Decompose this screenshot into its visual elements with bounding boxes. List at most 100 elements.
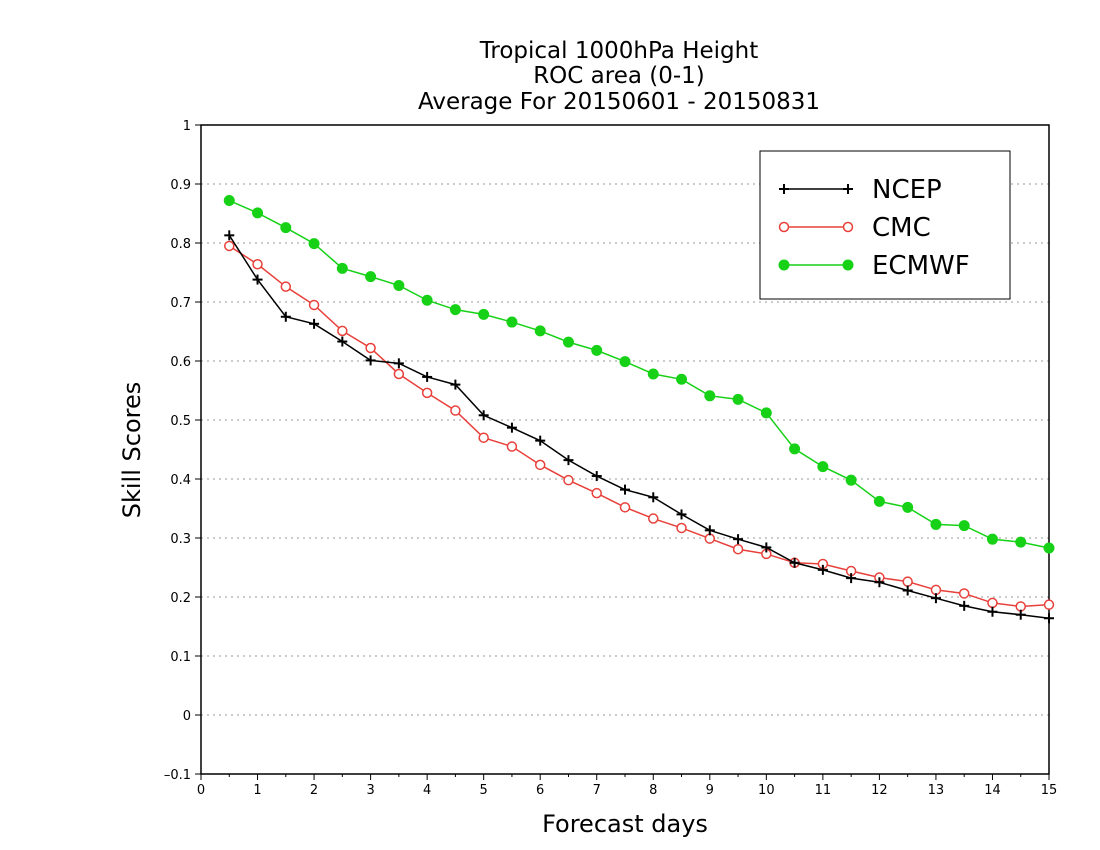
x-tick-label: 4 bbox=[423, 783, 431, 798]
data-point-ecmwf bbox=[591, 344, 603, 356]
x-tick-label: 2 bbox=[310, 783, 318, 798]
title-line-1: Tropical 1000hPa Height bbox=[479, 38, 759, 64]
x-tick-label: 7 bbox=[593, 783, 601, 798]
data-point-ecmwf bbox=[308, 238, 320, 250]
data-point-cmc bbox=[365, 342, 376, 354]
data-point-cmc bbox=[224, 240, 235, 252]
x-tick-label: 9 bbox=[706, 783, 714, 798]
x-tick-label: 11 bbox=[815, 783, 832, 798]
chart-title: Tropical 1000hPa Height ROC area (0-1) A… bbox=[418, 38, 820, 115]
legend-item-ecmwf: ECMWF bbox=[778, 251, 970, 281]
legend-marker-cmc bbox=[778, 221, 790, 233]
data-point-ncep bbox=[930, 593, 941, 604]
data-point-cmc bbox=[252, 258, 263, 270]
data-point-ecmwf bbox=[223, 195, 235, 207]
data-point-ncep bbox=[280, 311, 291, 322]
y-tick-label: 0.2 bbox=[170, 591, 191, 606]
data-point-ncep bbox=[393, 358, 404, 369]
legend: NCEP CMC ECMWF bbox=[759, 150, 1011, 300]
x-axis-ticks: 0 1 2 3 4 5 6 7 8 9 10 11 12 13 14 15 bbox=[197, 774, 1057, 798]
data-point-ncep bbox=[789, 557, 800, 568]
data-point-ecmwf bbox=[562, 336, 574, 348]
y-tick-label: 0.7 bbox=[170, 296, 191, 311]
data-point-cmc bbox=[704, 533, 716, 544]
data-point-ncep bbox=[506, 422, 517, 433]
y-tick-label: 0.5 bbox=[170, 414, 191, 429]
legend-label-cmc: CMC bbox=[872, 213, 931, 243]
data-point-ecmwf bbox=[760, 407, 772, 419]
y-tick-label: 0.4 bbox=[170, 473, 191, 488]
data-point-cmc bbox=[619, 502, 631, 513]
data-point-ncep bbox=[252, 274, 263, 285]
data-point-ncep bbox=[959, 600, 970, 611]
x-tick-label: 0 bbox=[197, 783, 205, 798]
legend-marker-cmc bbox=[842, 221, 854, 233]
data-point-ncep bbox=[704, 525, 715, 536]
data-point-ecmwf bbox=[958, 520, 970, 532]
data-point-ecmwf bbox=[252, 207, 264, 219]
data-point-cmc bbox=[506, 441, 518, 452]
data-point-ecmwf bbox=[421, 294, 433, 306]
data-point-ncep bbox=[309, 318, 320, 329]
data-point-ncep bbox=[733, 534, 744, 545]
x-tick-label: 5 bbox=[480, 783, 488, 798]
data-point-cmc bbox=[534, 459, 546, 471]
data-point-ecmwf bbox=[365, 271, 377, 283]
y-tick-label: 0 bbox=[183, 709, 191, 724]
data-point-ncep bbox=[450, 379, 461, 390]
title-line-2: ROC area (0-1) bbox=[533, 63, 705, 89]
x-tick-label: 1 bbox=[253, 783, 261, 798]
data-point-cmc bbox=[987, 597, 998, 609]
data-point-ecmwf bbox=[845, 474, 857, 486]
x-tick-label: 13 bbox=[928, 783, 945, 798]
series-ncep bbox=[224, 230, 1054, 624]
legend-box bbox=[759, 150, 1011, 300]
data-point-ncep bbox=[817, 564, 828, 575]
data-point-ecmwf bbox=[704, 390, 716, 402]
data-point-ecmwf bbox=[789, 443, 801, 455]
data-point-ecmwf bbox=[732, 393, 744, 405]
x-tick-label: 10 bbox=[758, 783, 775, 798]
data-point-cmc bbox=[648, 513, 659, 524]
data-point-ncep bbox=[1015, 609, 1026, 620]
y-tick-label: 0.9 bbox=[170, 178, 191, 193]
data-point-ncep bbox=[874, 577, 885, 588]
data-point-ncep bbox=[620, 484, 630, 495]
data-point-cmc bbox=[337, 325, 348, 337]
series-group bbox=[223, 195, 1055, 624]
legend-item-cmc: CMC bbox=[778, 213, 931, 243]
data-point-ncep bbox=[478, 410, 489, 421]
y-tick-label: 0.1 bbox=[170, 650, 191, 665]
data-point-cmc bbox=[1015, 601, 1026, 612]
data-point-ncep bbox=[676, 509, 687, 520]
legend-marker-ecmwf bbox=[842, 259, 854, 271]
data-point-cmc bbox=[450, 405, 461, 416]
series-cmc bbox=[224, 240, 1055, 612]
data-point-cmc bbox=[421, 387, 433, 399]
data-point-ecmwf bbox=[930, 518, 942, 530]
data-point-ecmwf bbox=[336, 262, 348, 274]
series-line-ncep bbox=[228, 234, 1050, 619]
data-point-ncep bbox=[1044, 613, 1054, 624]
data-point-ecmwf bbox=[986, 533, 998, 545]
data-point-ecmwf bbox=[478, 308, 490, 320]
x-tick-label: 12 bbox=[871, 783, 888, 798]
data-point-cmc bbox=[591, 487, 602, 499]
data-point-ncep bbox=[365, 355, 376, 366]
data-point-cmc bbox=[958, 588, 970, 599]
x-tick-label: 6 bbox=[536, 783, 544, 798]
data-point-ncep bbox=[648, 492, 659, 503]
x-axis-label: Forecast days bbox=[542, 810, 708, 838]
data-point-ncep bbox=[337, 336, 348, 347]
x-tick-label: 15 bbox=[1041, 783, 1058, 798]
data-point-ecmwf bbox=[280, 222, 292, 234]
data-point-cmc bbox=[563, 474, 574, 486]
y-tick-label: 0.3 bbox=[170, 532, 191, 547]
data-point-ecmwf bbox=[873, 495, 885, 507]
data-point-ecmwf bbox=[1043, 542, 1055, 554]
legend-marker-ncep bbox=[779, 184, 789, 194]
y-tick-label: –0.1 bbox=[164, 768, 191, 783]
data-point-cmc bbox=[1043, 599, 1055, 610]
data-point-cmc bbox=[902, 576, 913, 587]
